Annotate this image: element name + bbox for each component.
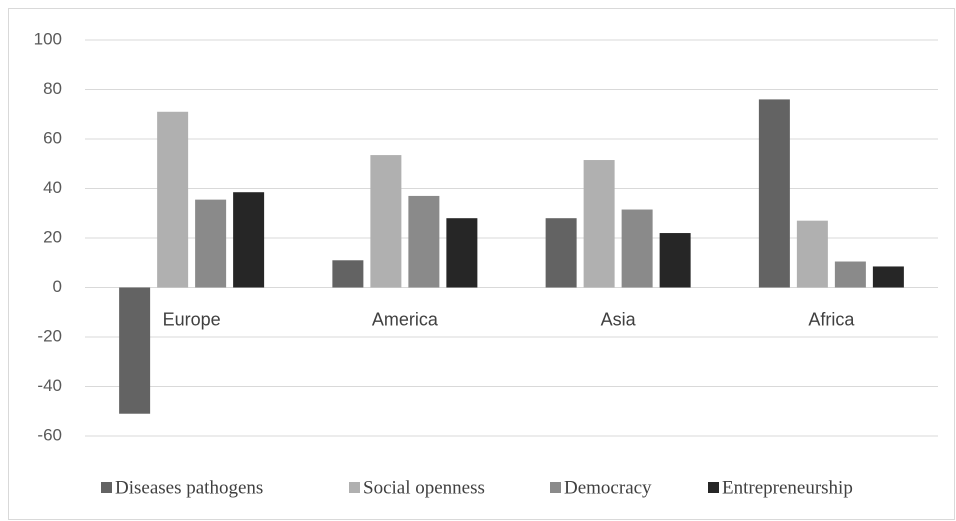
legend-label: Social openness: [363, 477, 485, 498]
legend-label: Diseases pathogens: [115, 477, 263, 498]
bar: [370, 155, 402, 288]
bar: [119, 287, 151, 414]
y-tick-label: 80: [43, 79, 62, 98]
legend-swatch: [349, 482, 360, 493]
bar: [545, 218, 577, 288]
legend-swatch: [708, 482, 719, 493]
bar: [583, 160, 615, 288]
legend-swatch: [101, 482, 112, 493]
y-tick-label: 40: [43, 178, 62, 197]
bar: [408, 195, 440, 288]
bar: [332, 260, 364, 288]
y-tick-label: 0: [53, 277, 62, 296]
y-tick-label: 20: [43, 227, 62, 246]
x-tick-label: Asia: [601, 309, 637, 329]
bar: [796, 220, 828, 288]
bar: [195, 199, 227, 288]
bar: [872, 266, 904, 288]
x-tick-label: America: [372, 309, 439, 329]
y-tick-label: -40: [37, 376, 62, 395]
x-tick-label: Europe: [163, 309, 221, 329]
y-tick-label: 100: [34, 29, 62, 48]
y-tick-label: -60: [37, 425, 62, 444]
bar: [758, 99, 790, 288]
bar: [621, 209, 653, 288]
legend-label: Entrepreneurship: [722, 477, 853, 498]
x-tick-label: Africa: [808, 309, 855, 329]
bar: [233, 192, 265, 288]
y-tick-label: -20: [37, 326, 62, 345]
legend-swatch: [550, 482, 561, 493]
bar: [446, 218, 478, 288]
legend-label: Democracy: [564, 477, 652, 498]
chart-border: [8, 8, 955, 520]
bar: [157, 111, 189, 288]
bar: [659, 233, 691, 288]
bar: [834, 261, 866, 288]
y-tick-label: 60: [43, 128, 62, 147]
